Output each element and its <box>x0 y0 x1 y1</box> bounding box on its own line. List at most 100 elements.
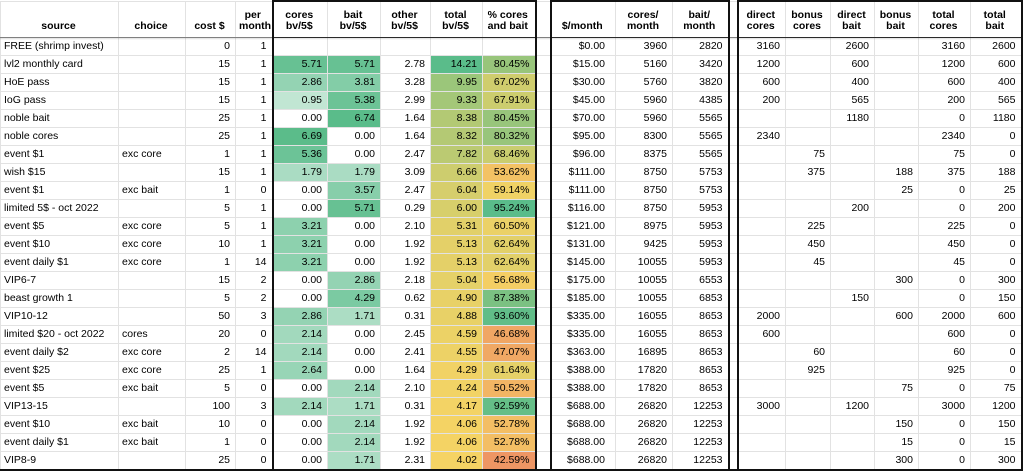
cell-other-bv[interactable]: 1.92 <box>380 234 431 254</box>
cell-bait-month[interactable]: 8653 <box>672 378 729 398</box>
cell-bonus-bait[interactable]: 300 <box>874 450 919 471</box>
cell-bait-bv[interactable]: 2.14 <box>327 414 381 434</box>
cell-total-cores[interactable]: 375 <box>918 162 971 182</box>
column-header-direct-bait[interactable]: direct bait <box>830 0 875 38</box>
cell-cores-month[interactable]: 17820 <box>615 360 673 380</box>
cell-per-month[interactable]: 0 <box>235 378 273 398</box>
cell-choice[interactable] <box>118 126 186 146</box>
cell-per-month[interactable]: 1 <box>235 90 273 110</box>
cell-spacer-1[interactable] <box>534 306 551 326</box>
cell-other-bv[interactable] <box>380 36 431 56</box>
cell-bait-month[interactable]: 12253 <box>672 396 729 416</box>
cell-bonus-bait[interactable] <box>874 324 919 344</box>
cell-spacer-1[interactable] <box>534 414 551 434</box>
cell-spacer-1[interactable] <box>534 180 551 200</box>
cell-bait-month[interactable]: 8653 <box>672 360 729 380</box>
column-header-choice[interactable]: choice <box>118 0 186 38</box>
cell-choice[interactable]: exc core <box>118 144 186 164</box>
cell-cost[interactable]: 1 <box>185 252 236 272</box>
cell-total-cores[interactable]: 0 <box>918 108 971 128</box>
cell-bait-month[interactable]: 5953 <box>672 234 729 254</box>
cell-per-month[interactable]: 1 <box>235 126 273 146</box>
cell-spacer-2[interactable] <box>727 270 738 290</box>
cell-spacer-2[interactable] <box>727 360 738 380</box>
cell-dollar-month[interactable]: $335.00 <box>549 306 616 326</box>
cell-bait-month[interactable]: 2820 <box>672 36 729 56</box>
cell-direct-cores[interactable]: 1200 <box>736 54 786 74</box>
cell-total-bait[interactable]: 0 <box>970 144 1023 164</box>
cell-total-bait[interactable]: 200 <box>970 198 1023 218</box>
column-header-per-month[interactable]: per month <box>235 0 273 38</box>
cell-direct-bait[interactable]: 1200 <box>830 396 875 416</box>
cell-pct-cores-bait[interactable]: 60.50% <box>482 216 536 236</box>
cell-total-cores[interactable]: 225 <box>918 216 971 236</box>
cell-bait-bv[interactable]: 5.38 <box>327 90 381 110</box>
cell-total-bait[interactable]: 0 <box>970 342 1023 362</box>
cell-bait-month[interactable]: 8653 <box>672 306 729 326</box>
cell-other-bv[interactable]: 2.45 <box>380 324 431 344</box>
cell-dollar-month[interactable]: $45.00 <box>549 90 616 110</box>
cell-pct-cores-bait[interactable]: 53.62% <box>482 162 536 182</box>
cell-dollar-month[interactable]: $111.00 <box>549 162 616 182</box>
cell-choice[interactable]: exc bait <box>118 414 186 434</box>
cell-other-bv[interactable]: 1.64 <box>380 360 431 380</box>
cell-bait-bv[interactable]: 0.00 <box>327 126 381 146</box>
cell-total-bv[interactable]: 6.00 <box>430 198 483 218</box>
cell-total-bv[interactable]: 5.13 <box>430 252 483 272</box>
cell-per-month[interactable]: 0 <box>235 324 273 344</box>
cell-choice[interactable] <box>118 108 186 128</box>
cell-total-bv[interactable] <box>430 36 483 56</box>
cell-other-bv[interactable]: 1.92 <box>380 414 431 434</box>
cell-cost[interactable]: 15 <box>185 54 236 74</box>
cell-direct-bait[interactable] <box>830 360 875 380</box>
cell-bait-bv[interactable]: 3.81 <box>327 72 381 92</box>
cell-choice[interactable]: cores <box>118 324 186 344</box>
cell-bonus-cores[interactable] <box>785 126 831 146</box>
cell-other-bv[interactable]: 2.41 <box>380 342 431 362</box>
cell-total-bv[interactable]: 8.32 <box>430 126 483 146</box>
cell-source[interactable]: event $5 <box>0 216 119 236</box>
cell-per-month[interactable]: 0 <box>235 180 273 200</box>
cell-other-bv[interactable]: 2.47 <box>380 144 431 164</box>
cell-cost[interactable]: 15 <box>185 90 236 110</box>
cell-other-bv[interactable]: 0.31 <box>380 306 431 326</box>
cell-cost[interactable]: 25 <box>185 450 236 471</box>
cell-direct-cores[interactable]: 2000 <box>736 306 786 326</box>
cell-total-bait[interactable]: 565 <box>970 90 1023 110</box>
cell-other-bv[interactable]: 1.64 <box>380 108 431 128</box>
cell-spacer-2[interactable] <box>727 288 738 308</box>
cell-bait-bv[interactable]: 2.14 <box>327 378 381 398</box>
cell-cores-month[interactable]: 8375 <box>615 144 673 164</box>
cell-bait-month[interactable]: 8653 <box>672 342 729 362</box>
cell-spacer-1[interactable] <box>534 108 551 128</box>
cell-source[interactable]: VIP10-12 <box>0 306 119 326</box>
cell-cores-month[interactable]: 16055 <box>615 306 673 326</box>
cell-other-bv[interactable]: 1.92 <box>380 252 431 272</box>
cell-total-bv[interactable]: 4.29 <box>430 360 483 380</box>
cell-bonus-bait[interactable] <box>874 396 919 416</box>
cell-choice[interactable] <box>118 162 186 182</box>
column-header-pct-cores-bait[interactable]: % cores and bait <box>482 0 536 38</box>
cell-total-cores[interactable]: 600 <box>918 72 971 92</box>
cell-bait-bv[interactable]: 6.74 <box>327 108 381 128</box>
cell-spacer-1[interactable] <box>534 216 551 236</box>
cell-bonus-cores[interactable] <box>785 180 831 200</box>
cell-total-bv[interactable]: 5.13 <box>430 234 483 254</box>
cell-bait-bv[interactable]: 2.14 <box>327 432 381 452</box>
cell-dollar-month[interactable]: $185.00 <box>549 288 616 308</box>
cell-total-bait[interactable]: 150 <box>970 414 1023 434</box>
cell-pct-cores-bait[interactable]: 52.78% <box>482 432 536 452</box>
column-header-bonus-bait[interactable]: bonus bait <box>874 0 919 38</box>
cell-dollar-month[interactable]: $116.00 <box>549 198 616 218</box>
cell-per-month[interactable]: 1 <box>235 72 273 92</box>
cell-total-cores[interactable]: 60 <box>918 342 971 362</box>
column-header-total-bv[interactable]: total bv/5$ <box>430 0 483 38</box>
cell-cores-bv[interactable]: 2.86 <box>271 72 328 92</box>
cell-direct-cores[interactable] <box>736 360 786 380</box>
cell-spacer-2[interactable] <box>727 36 738 56</box>
cell-pct-cores-bait[interactable]: 52.78% <box>482 414 536 434</box>
cell-bonus-cores[interactable] <box>785 270 831 290</box>
cell-pct-cores-bait[interactable]: 59.14% <box>482 180 536 200</box>
cell-direct-bait[interactable] <box>830 144 875 164</box>
cell-bait-month[interactable]: 5565 <box>672 108 729 128</box>
